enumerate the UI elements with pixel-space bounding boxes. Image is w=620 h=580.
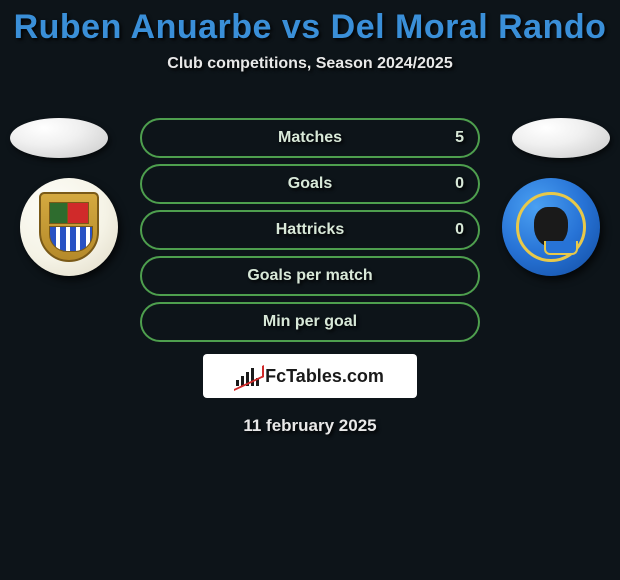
club-crest-right [502,178,600,276]
stat-label: Matches [278,129,342,147]
brand-box[interactable]: FcTables.com [203,354,417,398]
player-left-column [0,118,140,276]
stat-row-goals-per-match: Goals per match [140,256,480,296]
stat-row-matches: Matches 5 [140,118,480,158]
stat-row-min-per-goal: Min per goal [140,302,480,342]
stats-column: Matches 5 Goals 0 Hattricks 0 Goals per … [140,118,480,436]
stat-label: Hattricks [276,221,344,239]
player-right-avatar [512,118,610,158]
stat-right-value: 0 [455,175,464,193]
date-label: 11 february 2025 [140,416,480,436]
stat-label: Goals [288,175,332,193]
stat-row-goals: Goals 0 [140,164,480,204]
stat-label: Goals per match [247,267,372,285]
player-left-avatar [10,118,108,158]
brand-label: FcTables.com [265,366,384,387]
shield-icon [39,192,99,262]
profile-icon [534,207,568,247]
comparison-card: Ruben Anuarbe vs Del Moral Rando Club co… [0,0,620,73]
stat-label: Min per goal [263,313,357,331]
page-title: Ruben Anuarbe vs Del Moral Rando [0,8,620,47]
stat-row-hattricks: Hattricks 0 [140,210,480,250]
club-crest-left [20,178,118,276]
stat-right-value: 0 [455,221,464,239]
stat-right-value: 5 [455,129,464,147]
ring-icon [516,192,586,262]
chart-icon [236,366,259,386]
player-right-column [480,118,620,276]
subtitle: Club competitions, Season 2024/2025 [0,55,620,73]
